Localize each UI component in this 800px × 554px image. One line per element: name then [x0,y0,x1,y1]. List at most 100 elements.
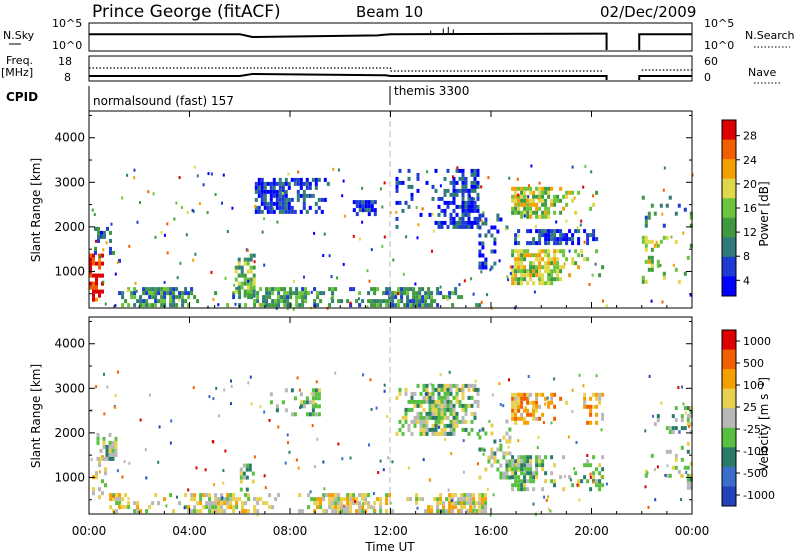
scatter-cell [589,408,593,413]
scatter-cell [213,483,216,487]
scatter-cell [205,501,209,506]
scatter-cell [689,430,693,435]
scatter-cell [601,475,605,480]
scatter-cell [277,425,280,429]
scatter-cell [541,194,545,199]
scatter-cell [671,430,675,435]
scatter-cell [205,505,209,510]
scatter-cell [220,505,224,510]
scatter-cell [145,287,149,292]
scatter-cell [190,509,194,514]
scatter-cell [656,418,660,423]
scatter-cell [94,250,97,255]
scatter-cell [349,493,353,498]
scatter-cell [237,265,241,270]
scatter-cell [529,392,533,397]
nsky-panel: N.Sky 10^5 10^0 10^5 10^0 N.Search [3,17,795,52]
scatter-cell [532,471,536,476]
scatter-cell [487,229,491,234]
scatter-cell [374,509,377,512]
scatter-cell [433,497,437,502]
scatter-cell [457,509,461,514]
scatter-cell [370,248,373,252]
scatter-cell [538,237,542,242]
scatter-cell [400,291,404,296]
scatter-cell [464,419,468,424]
scatter-cell [455,212,459,217]
scatter-cell [452,224,456,229]
scatter-cell [95,239,97,243]
scatter-cell [476,172,480,177]
scatter-cell [511,400,515,405]
scatter-cell [487,459,491,464]
scatter-cell [290,412,294,417]
colorbar-tick-label: 25 [743,401,757,414]
scatter-cell [464,180,468,185]
scatter-cell [311,404,315,409]
scatter-cell [655,240,658,244]
scatter-cell [446,415,450,420]
power-ylabel: Slant Range [km] [29,158,43,262]
scatter-cell [275,189,279,194]
scatter-cell [101,289,104,294]
scatter-cell [96,456,100,461]
scatter-cell [452,427,456,432]
scatter-cell [553,463,557,468]
scatter-cell [148,287,152,292]
scatter-cell [516,177,519,181]
scatter-cell [568,475,572,480]
scatter-cell [668,195,672,200]
scatter-cell [571,237,575,242]
scatter-cell [358,509,362,514]
scatter-cell [103,234,106,239]
scatter-cell [449,212,453,217]
scatter-cell [544,229,548,234]
scatter-cell [529,198,533,203]
scatter-cell [443,399,447,404]
scatter-cell [148,295,152,300]
scatter-cell [413,415,417,420]
scatter-cell [556,277,560,282]
scatter-cell [166,222,169,226]
scatter-cell [157,287,161,292]
scatter-cell [95,475,98,480]
scatter-cell [458,283,461,287]
scatter-cell [660,401,663,405]
scatter-cell [595,467,599,472]
scatter-cell [550,392,554,397]
scatter-cell [568,237,572,242]
scatter-cell [452,184,456,189]
scatter-cell [481,447,485,452]
scatter-cell [452,395,456,400]
scatter-cell [476,220,480,225]
scatter-cell [343,497,347,502]
scatter-cell [526,281,530,286]
scatter-cell [674,406,678,411]
scatter-cell [358,493,362,498]
scatter-cell [514,475,518,480]
scatter-cell [301,299,305,304]
scatter-cell [547,229,551,234]
scatter-cell [547,186,551,191]
scatter-cell [520,190,524,195]
scatter-cell [98,265,101,270]
scatter-cell [416,506,419,510]
scatter-cell [110,222,113,226]
scatter-cell [268,303,272,308]
scatter-cell [232,293,235,297]
scatter-cell [529,269,533,274]
scatter-cell [249,281,253,286]
scatter-cell [463,279,466,283]
scatter-cell [644,215,648,220]
scatter-cell [434,427,438,432]
scatter-cell [401,423,405,428]
scatter-cell [272,181,276,186]
scatter-cell [654,498,657,502]
scatter-cell [181,295,185,300]
scatter-cell [526,241,530,246]
scatter-cell [467,220,471,225]
scatter-cell [472,497,476,502]
scatter-cell [409,303,413,308]
scatter-cell [323,177,327,182]
